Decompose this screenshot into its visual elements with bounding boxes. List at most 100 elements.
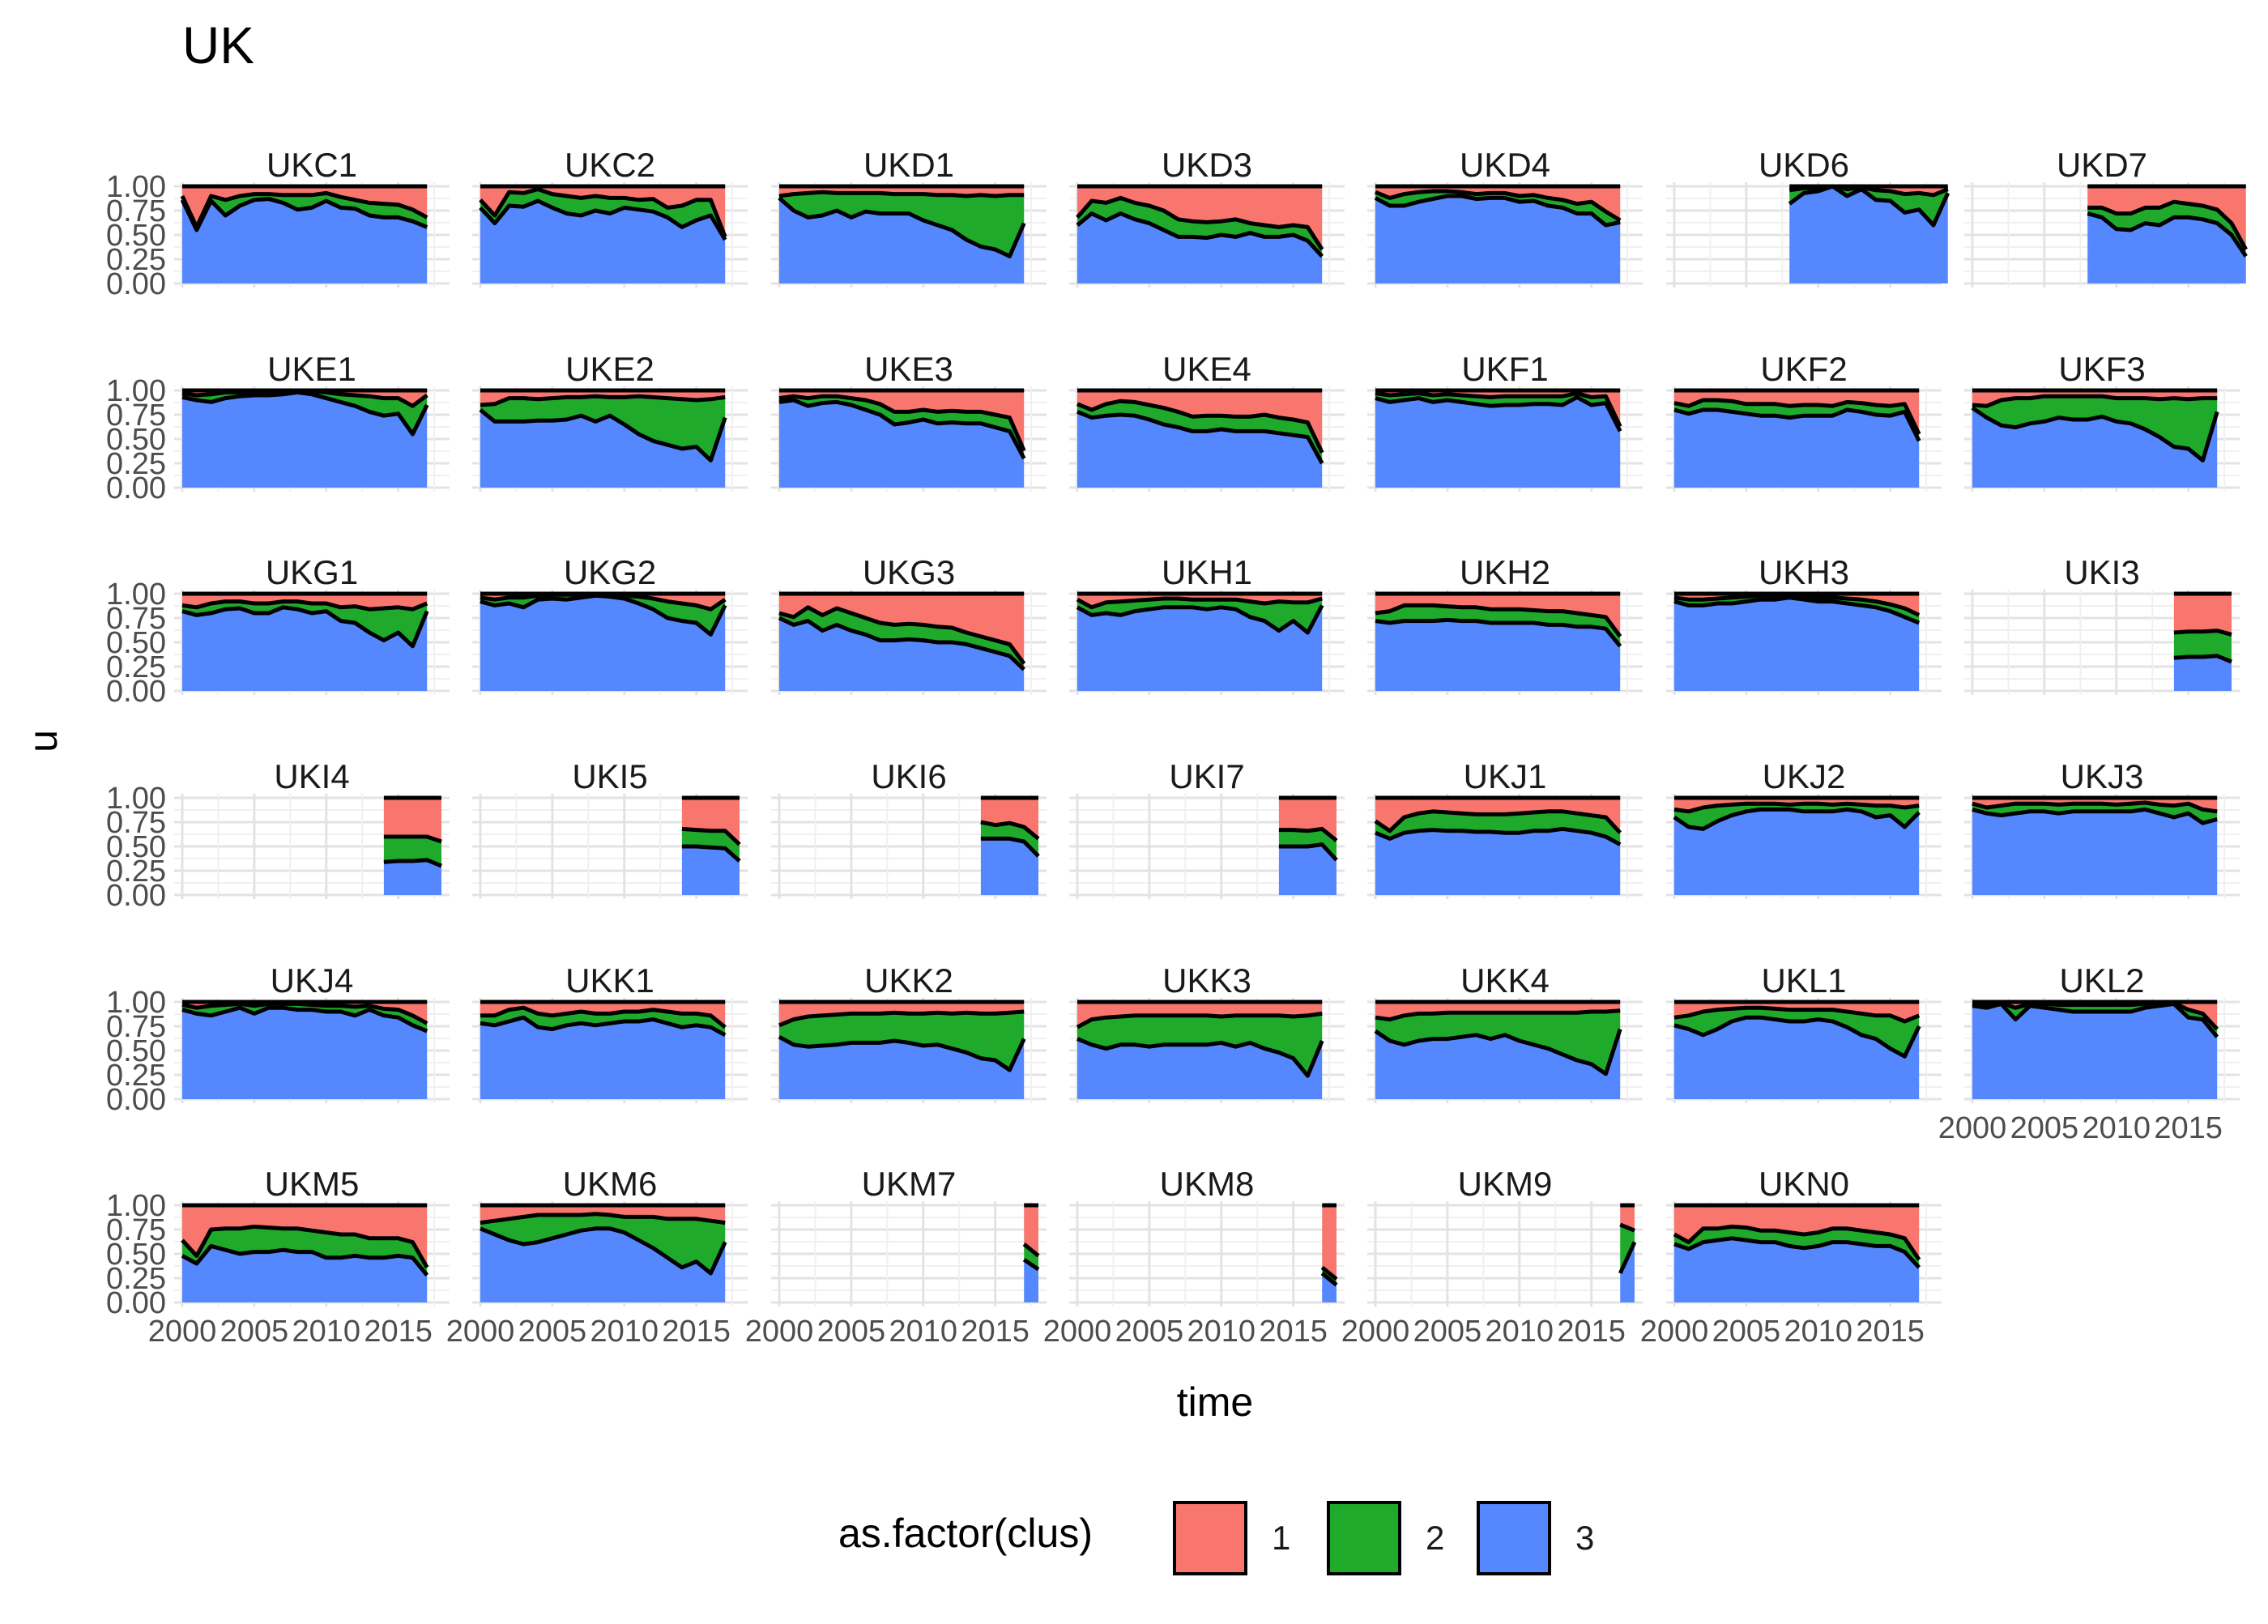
boundary-line (1971, 406, 2219, 462)
boundary-line (778, 394, 1026, 452)
boundary-line (1673, 1005, 1921, 1024)
area-cluster-2 (1024, 1244, 1038, 1270)
boundary-line (1788, 184, 1949, 198)
area-cluster-2 (480, 396, 726, 461)
area-cluster-3 (1278, 844, 1336, 895)
facet-panel-ukk4: UKK4 (1367, 961, 1643, 1103)
area-cluster-2 (182, 391, 428, 434)
area-cluster-2 (1077, 599, 1323, 633)
facet-label: UKK2 (864, 961, 953, 1000)
area-cluster-3 (1674, 809, 1920, 895)
facet-label: UKE3 (864, 350, 953, 388)
facet-label: UKD1 (863, 146, 954, 184)
facet-label: UKE1 (267, 350, 356, 388)
y-tick-label: 0.75 (106, 602, 166, 636)
boundary-line (480, 1015, 727, 1037)
boundary-line (778, 616, 1025, 671)
y-tick-label: 0.50 (106, 1238, 166, 1272)
area-cluster-2 (480, 1213, 726, 1273)
facet-label: UKJ4 (271, 961, 354, 1000)
legend-swatch (1173, 1501, 1247, 1575)
y-tick-label: 0.00 (106, 471, 166, 505)
y-tick-label: 0.50 (106, 1034, 166, 1068)
area-cluster-1 (779, 1002, 1025, 1025)
boundary-line (1618, 1241, 1637, 1275)
area-cluster-1 (1972, 1002, 2218, 1029)
facet-label: UKM8 (1160, 1165, 1255, 1203)
y-tick-label: 0.00 (106, 1286, 166, 1320)
facet-panel-ukm7: UKM7 2000 2005 2010 2015 (745, 1165, 1047, 1349)
boundary-line (1375, 603, 1622, 638)
boundary-line (1673, 1224, 1921, 1261)
y-tick-label: 0.00 (106, 267, 166, 301)
boundary-line (1673, 595, 1921, 625)
area-cluster-1 (1375, 186, 1621, 220)
boundary-line (480, 1212, 726, 1225)
area-cluster-3 (480, 410, 726, 488)
x-tick-label: 2000 (1640, 1315, 1709, 1349)
area-cluster-1 (1322, 1205, 1336, 1280)
area-cluster-3 (480, 201, 726, 283)
x-tick-label: 2010 (1187, 1315, 1256, 1349)
facet-panel-ukn0: UKN0 2000 2005 2010 2015 (1640, 1165, 1942, 1349)
legend-item-3: 3 (1477, 1501, 1594, 1575)
y-tick-label: 0.75 (106, 1010, 166, 1044)
boundary-line (1076, 399, 1324, 454)
y-tick-label: 0.25 (106, 650, 166, 684)
boundary-line (479, 198, 727, 241)
y-tick-label: 0.50 (106, 626, 166, 660)
facet-panel-ukg1: UKG1 0.000.250.500.751.00 (106, 553, 450, 709)
boundary-line (2087, 199, 2248, 251)
area-cluster-3 (1375, 397, 1621, 488)
area-cluster-1 (1024, 1205, 1038, 1256)
boundary-line (1673, 801, 1920, 814)
boundary-line (480, 1226, 727, 1276)
area-cluster-3 (1674, 597, 1920, 691)
facet-label: UKI6 (871, 757, 946, 795)
facet-panel-ukf3: UKF3 (1964, 350, 2240, 492)
boundary-line (1673, 807, 1921, 831)
legend-swatch (1327, 1501, 1401, 1575)
boundary-line (1076, 195, 1324, 251)
facet-panel-uke3: UKE3 (771, 350, 1047, 492)
y-tick-label: 0.50 (106, 830, 166, 864)
facet-panel-ukd4: UKD4 (1367, 146, 1643, 288)
legend-label: 1 (1272, 1519, 1290, 1557)
facet-panel-ukh2: UKH2 (1367, 553, 1643, 695)
facet-panel-uki5: UKI5 (472, 757, 748, 899)
area-cluster-3 (1024, 1260, 1038, 1302)
area-cluster-3 (1077, 213, 1323, 283)
area-cluster-3 (182, 1008, 428, 1099)
area-cluster-1 (980, 798, 1038, 839)
chart-title: UK (182, 16, 254, 75)
y-tick-label: 0.25 (106, 447, 166, 481)
boundary-line (480, 394, 726, 407)
boundary-line (1375, 1008, 1621, 1022)
x-tick-label: 2005 (518, 1315, 587, 1349)
legend-items: 1 2 3 (1173, 1501, 1594, 1575)
boundary-line (980, 820, 1040, 841)
boundary-line (980, 836, 1040, 858)
y-tick-label: 0.00 (106, 675, 166, 709)
facet-panel-ukc2: UKC2 (472, 146, 748, 288)
facet-panel-ukj4: UKJ4 0.000.250.500.751.00 (106, 961, 450, 1117)
x-axis-title: time (1177, 1379, 1253, 1425)
facet-panel-ukh1: UKH1 (1069, 553, 1345, 695)
x-tick-label: 2000 (1938, 1111, 2007, 1145)
area-cluster-2 (779, 192, 1025, 257)
facet-label: UKM7 (862, 1165, 957, 1203)
facet-label: UKD3 (1162, 146, 1252, 184)
area-cluster-1 (779, 594, 1025, 664)
facet-panel-uke4: UKE4 (1069, 350, 1345, 492)
y-tick-label: 1.00 (106, 1189, 166, 1223)
area-cluster-3 (182, 392, 428, 488)
y-tick-label: 0.50 (106, 219, 166, 253)
area-cluster-1 (2173, 594, 2232, 635)
area-cluster-3 (480, 1017, 726, 1099)
area-cluster-3 (1375, 1029, 1621, 1099)
boundary-line (1076, 1037, 1324, 1078)
x-tick-label: 2005 (220, 1315, 289, 1349)
boundary-line (1076, 211, 1324, 258)
area-cluster-2 (1375, 1010, 1621, 1074)
boundary-line (181, 1224, 429, 1269)
